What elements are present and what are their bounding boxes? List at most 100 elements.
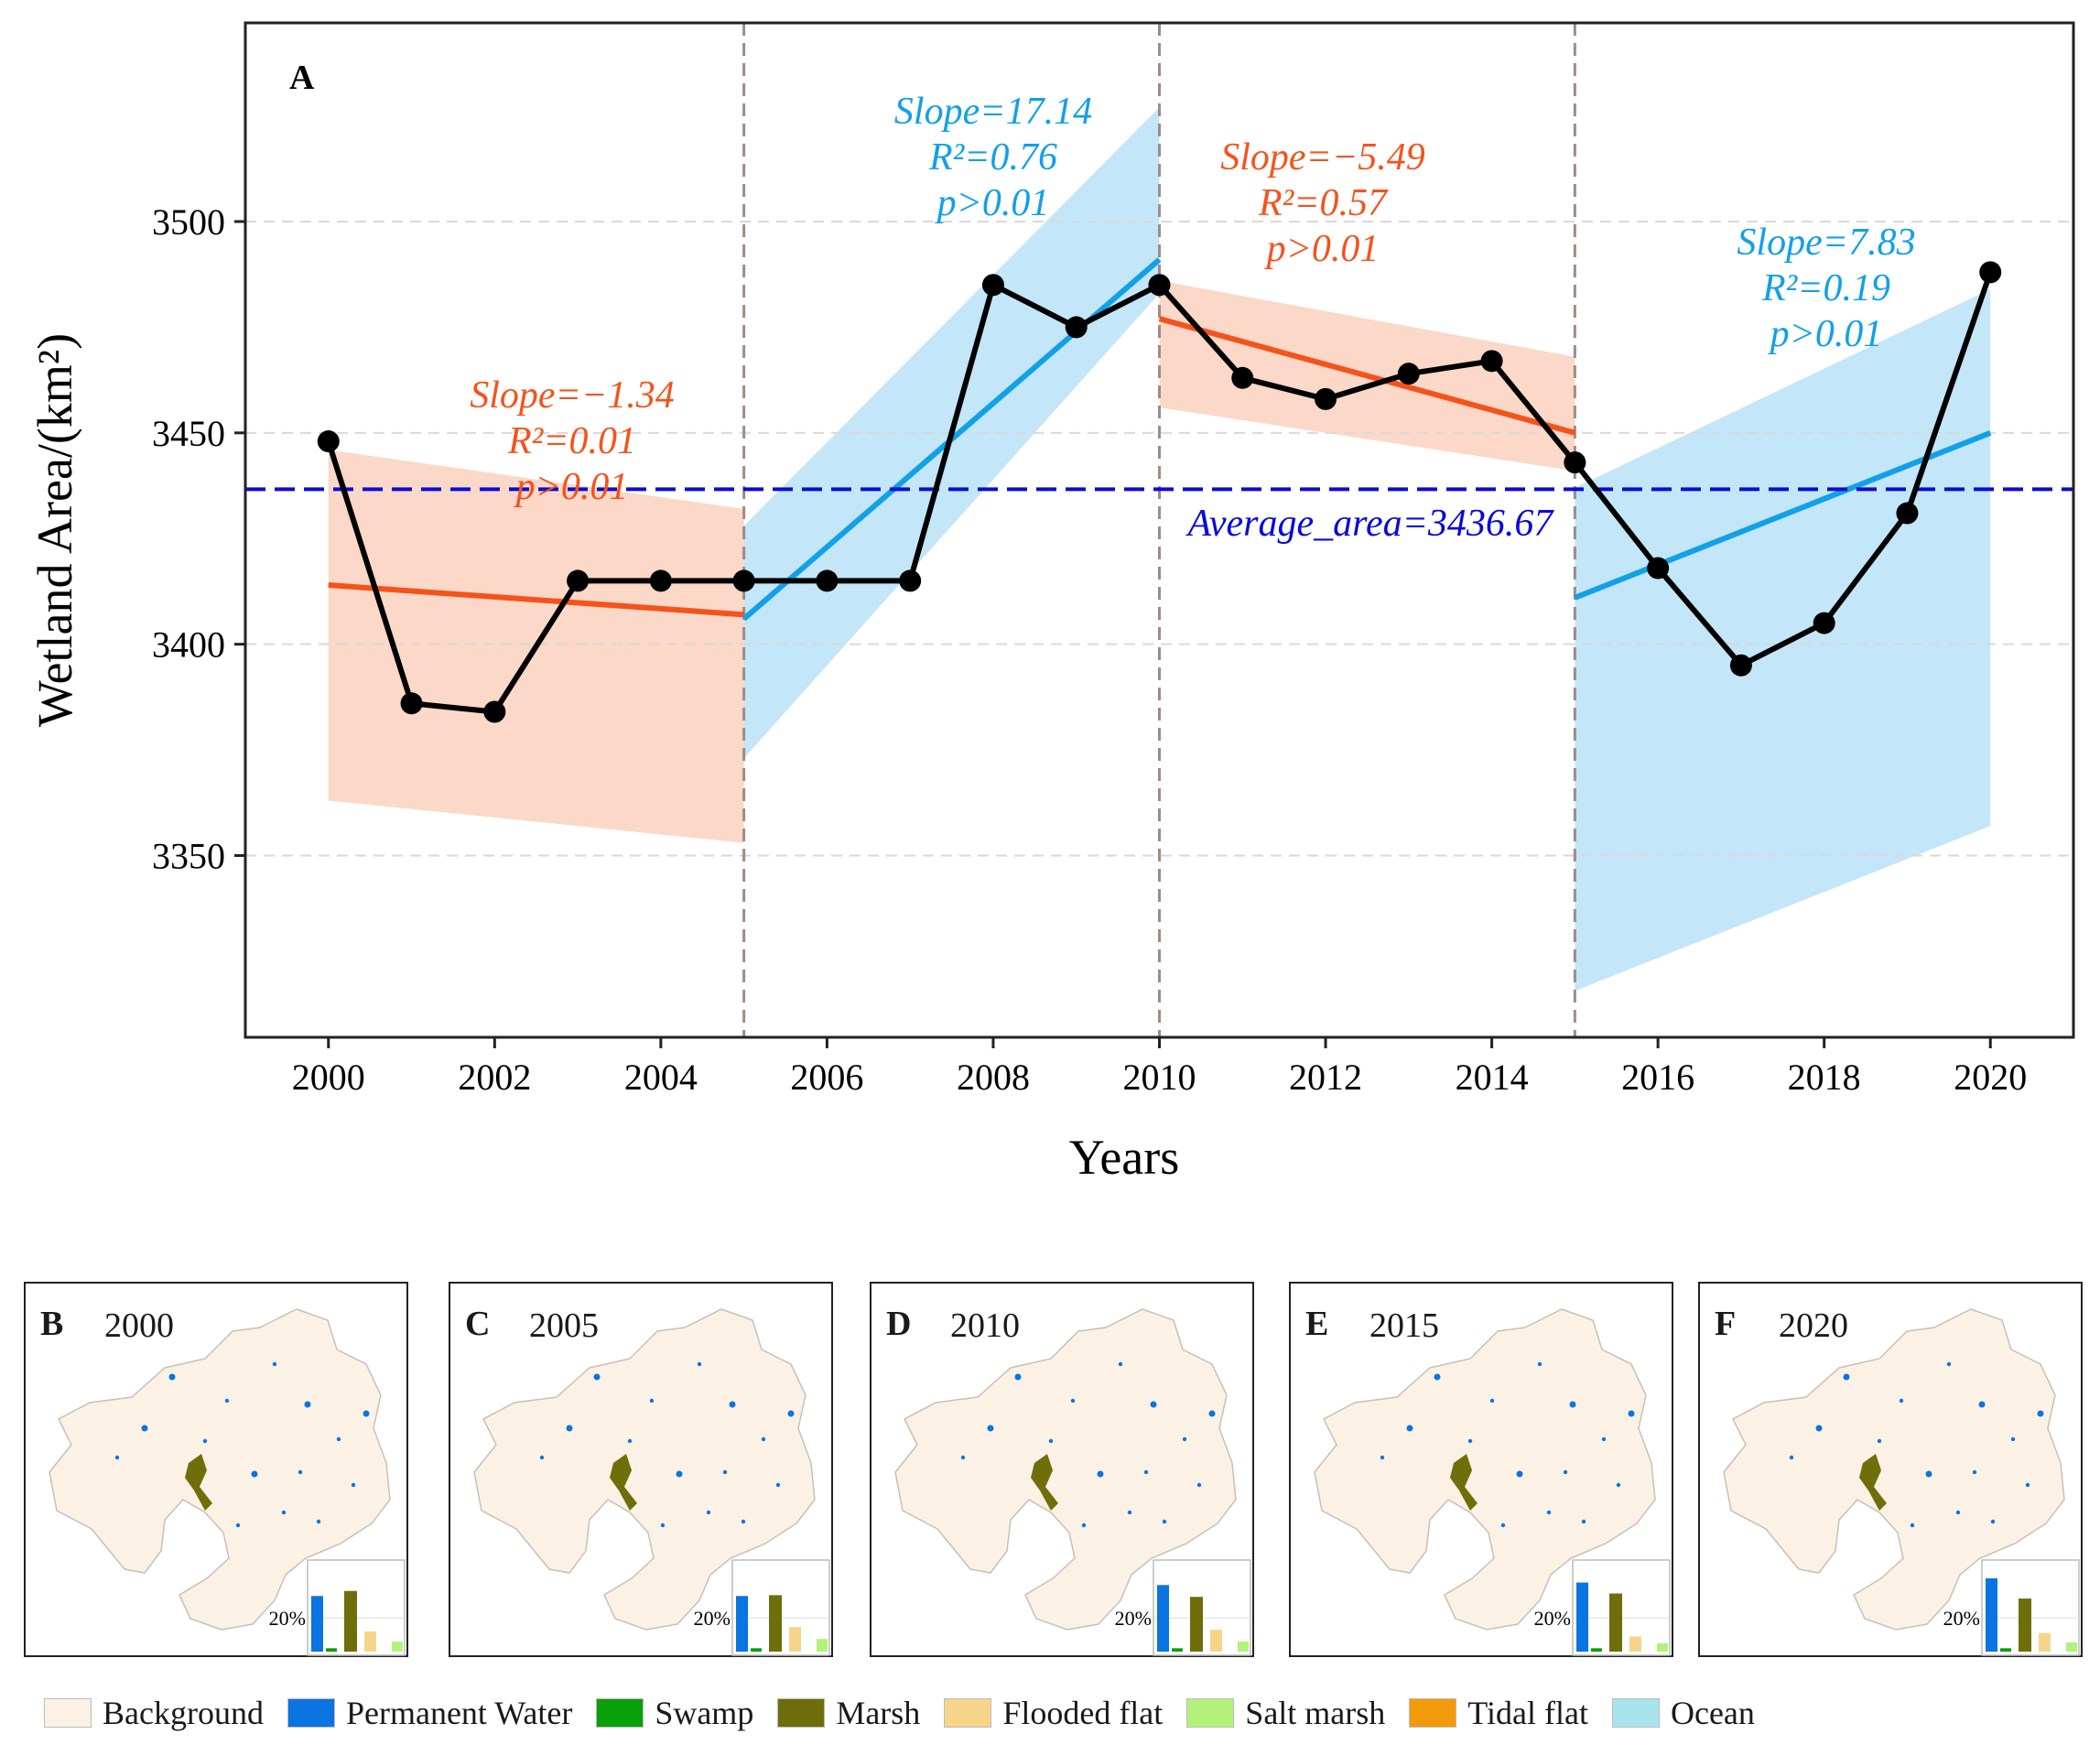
- x-tick-label: 2014: [1456, 1057, 1529, 1098]
- map-panel-year: 2015: [1369, 1306, 1439, 1345]
- inset-bar-2: [326, 1648, 337, 1652]
- trend-line-3: [1158, 316, 1576, 436]
- x-tick-label: 2006: [790, 1057, 863, 1098]
- water-body: [1972, 1469, 1977, 1475]
- inset-bar-5: [1238, 1641, 1249, 1652]
- trend-annotation-3: Slope=−5.49: [1220, 136, 1425, 179]
- map-panel-2005: 20% C 2005: [449, 1282, 833, 1657]
- legend-item-tidal-flat: Tidal flat: [1409, 1694, 1588, 1732]
- legend-item-salt-marsh: Salt marsh: [1186, 1694, 1385, 1732]
- water-body: [114, 1455, 120, 1460]
- axes: 2000 2002 2004 2006 2008 2010 2012 2014 2016 2018…: [152, 201, 2027, 1098]
- water-body: [1581, 1519, 1586, 1524]
- trend-annotation-2: p>0.01: [935, 182, 1050, 224]
- province-map-2010: 20%: [894, 1308, 1251, 1656]
- panel-label: A: [289, 59, 315, 97]
- inset-scale-label: 20%: [1943, 1607, 1980, 1630]
- water-body: [775, 1482, 781, 1488]
- data-point-2003: [567, 569, 590, 592]
- gridlines: [245, 220, 2073, 857]
- water-body: [351, 1482, 356, 1488]
- water-body: [1467, 1438, 1473, 1444]
- map-panel-letter: C: [465, 1305, 491, 1343]
- legend-swatch: [777, 1698, 826, 1728]
- province-map-2005: 20%: [473, 1308, 830, 1656]
- inset-scale-label: 20%: [1115, 1607, 1152, 1630]
- water-body: [1208, 1410, 1216, 1417]
- water-body: [235, 1523, 241, 1528]
- water-body: [1196, 1482, 1202, 1488]
- water-body: [1516, 1470, 1523, 1478]
- province-outline: [1314, 1308, 1656, 1631]
- province-outline: [1723, 1308, 2065, 1631]
- data-point-2009: [1065, 316, 1088, 339]
- water-body: [1946, 1361, 1952, 1367]
- water-body: [1910, 1523, 1915, 1528]
- water-body: [1899, 1398, 1904, 1404]
- inset-bar-1: [311, 1596, 323, 1652]
- map-panel-letter: F: [1715, 1305, 1737, 1343]
- inset-bar-1: [736, 1596, 748, 1652]
- map-panel-2000: 20% B 2000: [24, 1282, 408, 1657]
- y-tick-label: 3400: [152, 624, 225, 666]
- inset-bar-4: [2039, 1632, 2051, 1652]
- water-body: [697, 1361, 702, 1367]
- water-body: [741, 1519, 746, 1524]
- legend-label: Marsh: [836, 1695, 921, 1731]
- y-axis-title: Wetland Area/(km²): [27, 333, 82, 727]
- province-map-2000: 20%: [49, 1308, 406, 1656]
- legend-label: Flooded flat: [1002, 1695, 1164, 1731]
- data-point-2016: [1647, 557, 1670, 580]
- water-body: [1489, 1398, 1495, 1404]
- legend-swatch: [1409, 1698, 1457, 1728]
- water-body: [1014, 1373, 1022, 1381]
- inset-bar-3: [1190, 1597, 1203, 1652]
- trend-annotation-1: p>0.01: [514, 466, 629, 508]
- annotations: Slope=−1.34R²=0.01p>0.01Slope=17.14R²=0.…: [470, 91, 1915, 545]
- breakpoint-lines: [742, 23, 1576, 1037]
- inset-bar-4: [1210, 1630, 1222, 1652]
- water-body: [298, 1469, 303, 1475]
- inset-scale-label: 20%: [269, 1607, 306, 1630]
- water-body: [539, 1455, 545, 1460]
- water-body: [987, 1425, 994, 1432]
- trend-line-4: [1574, 430, 1992, 601]
- map-panel-year: 2005: [529, 1306, 599, 1345]
- map-panel-year: 2000: [104, 1306, 174, 1345]
- water-body: [1990, 1519, 1996, 1524]
- x-tick-label: 2004: [624, 1057, 698, 1098]
- inset-bar-5: [817, 1639, 828, 1652]
- inset-bar-1: [1986, 1577, 1997, 1652]
- legend-label: Permanent Water: [345, 1695, 573, 1731]
- map-panel-letter: B: [40, 1305, 64, 1343]
- legend-swatch: [596, 1698, 644, 1728]
- data-point-2000: [317, 430, 340, 453]
- water-body: [1434, 1373, 1441, 1381]
- trend-annotation-2: Slope=17.14: [894, 91, 1092, 133]
- x-tick-label: 2002: [458, 1057, 531, 1098]
- map-panel-2010: 20% D 2010: [870, 1282, 1254, 1657]
- marsh-area: [1859, 1454, 1887, 1511]
- data-point-2020: [1979, 261, 2002, 284]
- water-body: [1070, 1398, 1076, 1404]
- legend-label: Salt marsh: [1245, 1695, 1386, 1731]
- y-tick-label: 3500: [152, 201, 225, 243]
- water-body: [593, 1373, 601, 1381]
- water-body: [1601, 1436, 1607, 1442]
- water-body: [1628, 1410, 1635, 1417]
- water-body: [627, 1438, 633, 1444]
- water-body: [729, 1401, 736, 1408]
- map-panel-year: 2020: [1779, 1306, 1848, 1345]
- data-point-2006: [816, 569, 839, 592]
- x-tick-label: 2018: [1788, 1057, 1861, 1098]
- marsh-area: [610, 1454, 637, 1511]
- average-label: Average_area=3436.67: [1185, 503, 1555, 545]
- water-body: [141, 1425, 148, 1432]
- water-body: [1877, 1438, 1882, 1444]
- water-body: [1182, 1436, 1187, 1442]
- water-body: [363, 1410, 370, 1417]
- map-panel-letter: D: [886, 1305, 912, 1343]
- legend-item-permanent-water: Permanent Water: [287, 1694, 572, 1732]
- legend-item-swamp: Swamp: [596, 1694, 753, 1732]
- water-body: [1118, 1361, 1123, 1367]
